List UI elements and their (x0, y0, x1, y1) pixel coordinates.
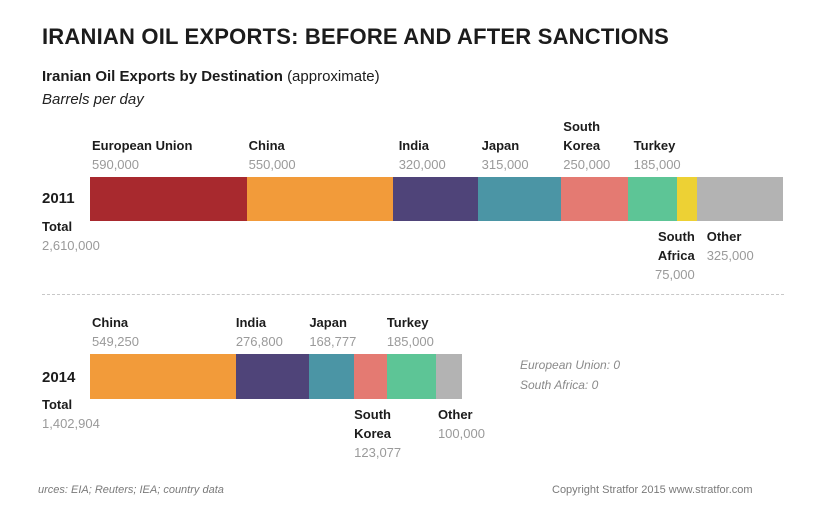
segment-value: 550,000 (248, 157, 296, 172)
segment-name: Japan (481, 138, 520, 153)
segment-name: Turkey (386, 315, 429, 330)
bar-segment-2014-turkey[interactable] (386, 354, 436, 399)
zero-note-european-union-0: European Union: 0 (520, 358, 621, 372)
chart-title: IRANIAN OIL EXPORTS: BEFORE AND AFTER SA… (42, 24, 670, 49)
bar-segment-2014-india[interactable] (235, 354, 310, 399)
segment-value: 276,800 (235, 334, 283, 349)
units-label: Barrels per day (42, 91, 144, 108)
segment-label-2011-japan: Japan 315,000 (482, 136, 529, 174)
segment-label-2014-south-korea: South Korea 123,077 (354, 405, 401, 462)
segment-value: 185,000 (386, 334, 434, 349)
segment-label-2014-turkey: Turkey 185,000 (387, 313, 434, 351)
segment-value: 250,000 (563, 157, 611, 172)
segment-name: China (248, 138, 285, 153)
segment-label-2011-south-africa: South Africa 75,000 (655, 227, 695, 284)
segment-name: India (398, 138, 430, 153)
total-value-2014: 1,402,904 (42, 416, 100, 431)
segment-label-2011-other: Other 325,000 (707, 227, 754, 265)
subtitle-main: Iranian Oil Exports by Destination (42, 68, 283, 85)
segment-label-2011-european-union: European Union 590,000 (92, 136, 192, 174)
bar-segment-2014-south-korea[interactable] (354, 354, 387, 399)
segment-name: Japan (309, 315, 347, 330)
segment-label-2014-other: Other 100,000 (438, 405, 485, 443)
section-divider (42, 294, 784, 295)
segment-label-2014-china: China 549,250 (92, 313, 139, 351)
segment-name: China (92, 315, 129, 330)
bar-segment-2011-india[interactable] (392, 177, 478, 221)
bar-segment-2011-south-korea[interactable] (561, 177, 628, 221)
segment-name: South Africa (657, 229, 695, 263)
total-value-2011: 2,610,000 (42, 238, 100, 253)
segment-value: 100,000 (437, 426, 485, 441)
bar-segment-2011-china[interactable] (246, 177, 393, 221)
segment-label-2011-china: China 550,000 (249, 136, 296, 174)
year-label-2011: 2011 (42, 190, 75, 207)
segment-name: India (235, 315, 267, 330)
segment-label-2014-japan: Japan 168,777 (309, 313, 356, 351)
bar-segment-2011-turkey[interactable] (627, 177, 677, 221)
segment-label-2014-india: India 276,800 (236, 313, 283, 351)
segment-name: Other (706, 229, 742, 244)
segment-value: 75,000 (655, 267, 695, 282)
segment-name: South Korea (563, 119, 601, 153)
segment-value: 168,777 (309, 334, 357, 349)
chart-subtitle: Iranian Oil Exports by Destination (appr… (42, 68, 380, 85)
segment-value: 123,077 (354, 445, 402, 460)
total-label-2014: Total (42, 397, 73, 412)
subtitle-qualifier: (approximate) (287, 68, 380, 85)
segment-label-2011-india: India 320,000 (399, 136, 446, 174)
bar-segment-2011-european-union[interactable] (90, 177, 247, 221)
total-label-2011: Total (42, 219, 73, 234)
segment-label-2011-south-korea: South Korea 250,000 (563, 117, 610, 174)
copyright-note: Copyright Stratfor 2015 www.stratfor.com (552, 484, 753, 496)
segment-value: 549,250 (92, 334, 139, 349)
year-label-2014: 2014 (42, 369, 76, 386)
sources-note: urces: EIA; Reuters; IEA; country data (38, 484, 224, 496)
segment-value: 590,000 (92, 157, 139, 172)
segment-name: South Korea (354, 407, 391, 441)
segment-label-2011-turkey: Turkey 185,000 (634, 136, 681, 174)
segment-name: Turkey (633, 138, 676, 153)
bar-segment-2014-china[interactable] (90, 354, 236, 399)
bar-segment-2011-other[interactable] (696, 177, 783, 221)
segment-name: European Union (92, 138, 193, 153)
segment-value: 320,000 (398, 157, 446, 172)
zero-note-south-africa-0: South Africa: 0 (520, 378, 599, 392)
segment-value: 325,000 (706, 248, 754, 263)
bar-segment-2011-south-africa[interactable] (676, 177, 697, 221)
segment-name: Other (437, 407, 473, 422)
segment-value: 185,000 (633, 157, 681, 172)
bar-segment-2014-other[interactable] (435, 354, 463, 399)
segment-value: 315,000 (481, 157, 529, 172)
bar-segment-2011-japan[interactable] (477, 177, 562, 221)
bar-segment-2014-japan[interactable] (309, 354, 355, 399)
